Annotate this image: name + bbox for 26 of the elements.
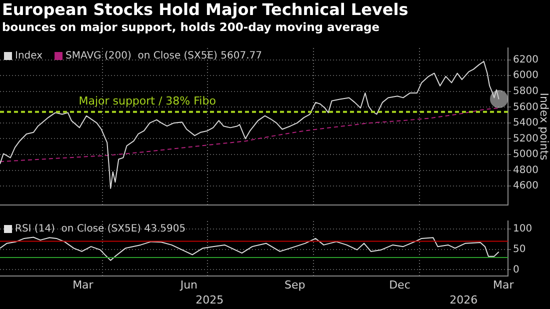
y-tick-label: 5600 <box>513 102 538 113</box>
x-tick-label: Jun <box>179 278 198 292</box>
y-tick-label: 6200 <box>513 54 538 66</box>
y-tick-label: 50 <box>513 244 526 256</box>
y-tick-label: 5200 <box>513 133 538 144</box>
y-tick-label: 5400 <box>513 118 538 129</box>
y-tick-label: 5800 <box>513 86 538 97</box>
chart-title: European Stocks Hold Major Technical Levels <box>2 0 408 19</box>
x-tick-label: Dec <box>389 278 410 292</box>
ref-line-label: Major support / 38% Fibo <box>78 94 216 108</box>
y-tick-label: 4600 <box>513 180 538 192</box>
legend-label: Index <box>15 50 43 62</box>
y-tick-label: 5000 <box>513 149 538 160</box>
legend-label: SMAVG (200) on Close (SX5E) 5607.77 <box>66 50 262 62</box>
text: 2026 <box>450 293 478 306</box>
y-axis-title: Index points <box>538 92 550 161</box>
y-tick-label: 100 <box>513 224 532 235</box>
chart-subtitle: bounces on major support, holds 200-day moving average <box>2 20 380 34</box>
y-tick-label: 0 <box>513 264 520 276</box>
x-tick-label: Mar <box>493 278 514 292</box>
x-tick-label: Mar <box>72 278 94 292</box>
y-tick-label: 4800 <box>513 164 538 176</box>
y-tick-label: 6000 <box>513 70 538 82</box>
text: 2025 <box>196 293 224 306</box>
x-tick-label: Sep <box>284 278 306 292</box>
legend-label: RSI (14) on Close (SX5E) 43.5905 <box>15 224 186 235</box>
